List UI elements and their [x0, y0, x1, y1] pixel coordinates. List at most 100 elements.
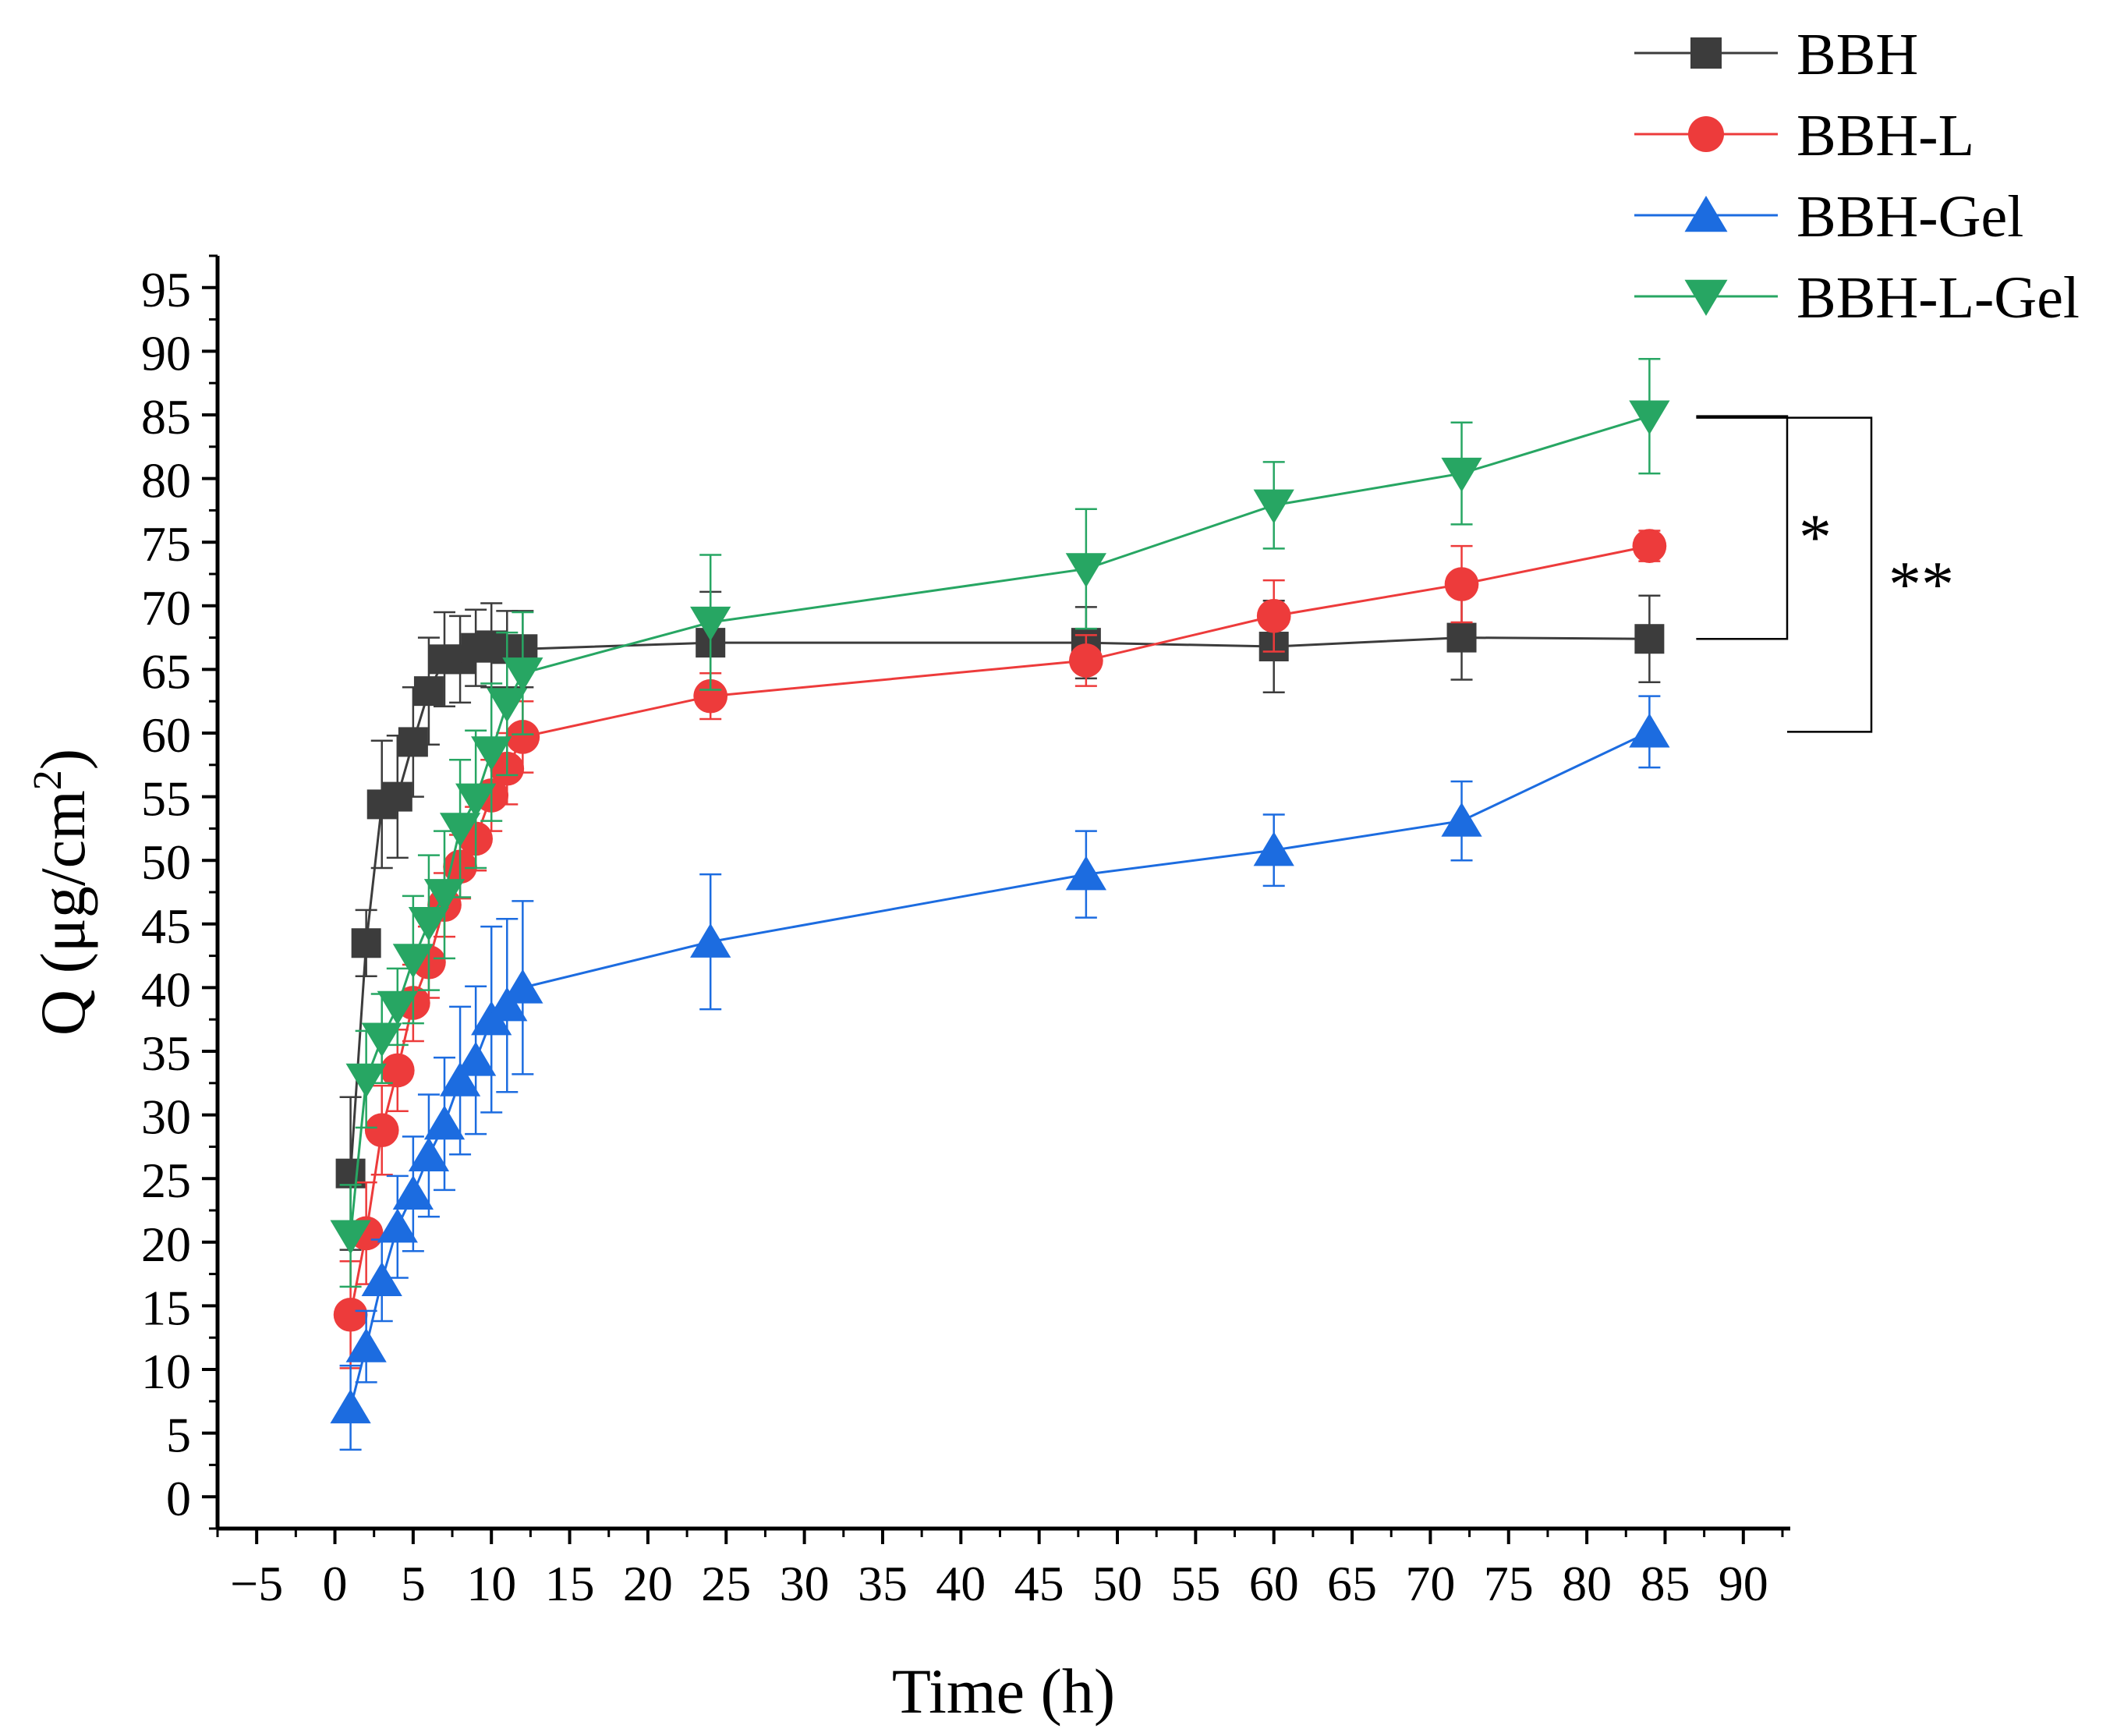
data-point: [1441, 802, 1482, 837]
series-bbh: [335, 590, 1665, 1251]
data-point: [398, 727, 428, 757]
legend-marker: [1688, 116, 1724, 152]
x-tick-label: 15: [545, 1556, 595, 1611]
y-tick-label: 25: [141, 1153, 191, 1208]
x-tick-label: 80: [1562, 1556, 1612, 1611]
x-tick-label: 55: [1170, 1556, 1220, 1611]
data-point: [693, 678, 728, 714]
data-point: [505, 720, 540, 754]
data-point: [439, 1061, 481, 1097]
significance-label: *: [1799, 501, 1832, 573]
y-tick-label: 55: [141, 771, 191, 827]
data-point: [471, 736, 512, 771]
y-axis-label-main: Q (μg/cm: [27, 790, 98, 1036]
data-point: [423, 879, 466, 914]
y-tick-label: 85: [141, 389, 191, 445]
data-point: [487, 987, 528, 1022]
significance-bracket: [1696, 415, 1789, 640]
data-point: [1441, 457, 1482, 492]
data-point: [1065, 553, 1106, 588]
data-point: [408, 1137, 450, 1172]
legend-label: BBH-L: [1797, 103, 1974, 168]
data-point: [502, 969, 543, 1004]
x-tick-label: 40: [936, 1556, 986, 1611]
legend-entry-bbh-gel: BBH-Gel: [1634, 184, 2023, 250]
x-tick-label: 90: [1719, 1556, 1768, 1611]
series-line: [349, 636, 1650, 1174]
y-tick-label: 45: [141, 898, 191, 954]
data-point: [345, 1063, 387, 1098]
data-point: [1253, 489, 1294, 524]
legend-label: BBH: [1797, 22, 1918, 87]
data-point: [423, 1105, 466, 1140]
data-point: [361, 1022, 402, 1058]
y-tick-label: 35: [141, 1026, 191, 1081]
y-tick-label: 50: [141, 834, 191, 890]
data-point: [361, 1262, 402, 1296]
significance-bracket: [1696, 416, 1873, 733]
data-point: [392, 944, 434, 979]
data-point: [380, 1053, 415, 1088]
y-tick-label: 10: [141, 1344, 191, 1399]
x-tick-label: 25: [701, 1556, 751, 1611]
x-tick-label: 70: [1405, 1556, 1455, 1611]
data-point: [392, 1175, 434, 1210]
data-point: [690, 923, 731, 958]
legend-label: BBH-L-Gel: [1797, 265, 2080, 331]
data-point: [333, 1297, 368, 1332]
x-tick-label: 85: [1640, 1556, 1690, 1611]
series-bbh-gel: [330, 695, 1670, 1451]
data-point: [351, 928, 381, 958]
y-tick-label: 80: [141, 453, 191, 508]
data-point: [345, 1327, 387, 1362]
legend-label: BBH-Gel: [1797, 184, 2023, 250]
data-point: [1632, 529, 1667, 563]
legend: BBH BBH-L BBH-Gel BBH-L-Gel: [1634, 22, 2080, 331]
data-point: [413, 676, 444, 707]
data-point: [455, 1041, 497, 1076]
y-tick-label: 20: [141, 1217, 191, 1272]
y-axis-label-superscript: 2: [26, 770, 70, 790]
data-point: [439, 813, 481, 848]
data-point: [1634, 624, 1665, 654]
data-point: [690, 606, 731, 641]
legend-entry-bbh: BBH: [1634, 22, 1918, 87]
significance-label: **: [1889, 548, 1954, 621]
y-axis-label-close: ): [27, 749, 98, 770]
y-tick-label: 0: [166, 1471, 191, 1526]
x-tick-label: 35: [858, 1556, 908, 1611]
x-tick-label: 20: [623, 1556, 673, 1611]
y-tick-label: 60: [141, 707, 191, 763]
y-tick-label: 5: [166, 1408, 191, 1463]
x-ticks: −5 0 5 10 15 20 25 30 35 40 45 50 55 60 65 70 75 80 85 90: [216, 1529, 1784, 1611]
x-tick-label: 10: [466, 1556, 516, 1611]
data-point: [1069, 643, 1103, 678]
x-tick-label: 45: [1014, 1556, 1064, 1611]
data-point: [364, 1113, 399, 1148]
y-tick-label: 15: [141, 1280, 191, 1335]
data-point: [382, 781, 412, 812]
y-ticks: 0 5 10 15 20 25 30 35 40 45 50 55 60 65 70 75 80 85 90 95: [141, 254, 218, 1530]
y-tick-label: 30: [141, 1089, 191, 1145]
legend-marker: [1684, 196, 1728, 232]
data-point: [1629, 400, 1670, 435]
x-tick-label: −5: [230, 1556, 283, 1611]
x-axis-label: Time (h): [892, 1656, 1115, 1727]
y-tick-label: 65: [141, 643, 191, 699]
data-point: [455, 783, 497, 818]
y-tick-label: 90: [141, 325, 191, 381]
y-tick-label: 40: [141, 962, 191, 1017]
y-tick-label: 95: [141, 262, 191, 317]
x-tick-label: 65: [1327, 1556, 1377, 1611]
x-tick-label: 60: [1249, 1556, 1299, 1611]
data-point: [408, 906, 450, 941]
data-point: [1256, 599, 1291, 633]
data-point: [330, 1389, 371, 1424]
data-point: [487, 688, 528, 723]
y-tick-label: 70: [141, 580, 191, 636]
data-point: [1444, 567, 1479, 601]
y-axis-label: Q (μg/cm2): [26, 749, 98, 1036]
x-tick-label: 75: [1484, 1556, 1534, 1611]
y-tick-label: 75: [141, 516, 191, 572]
